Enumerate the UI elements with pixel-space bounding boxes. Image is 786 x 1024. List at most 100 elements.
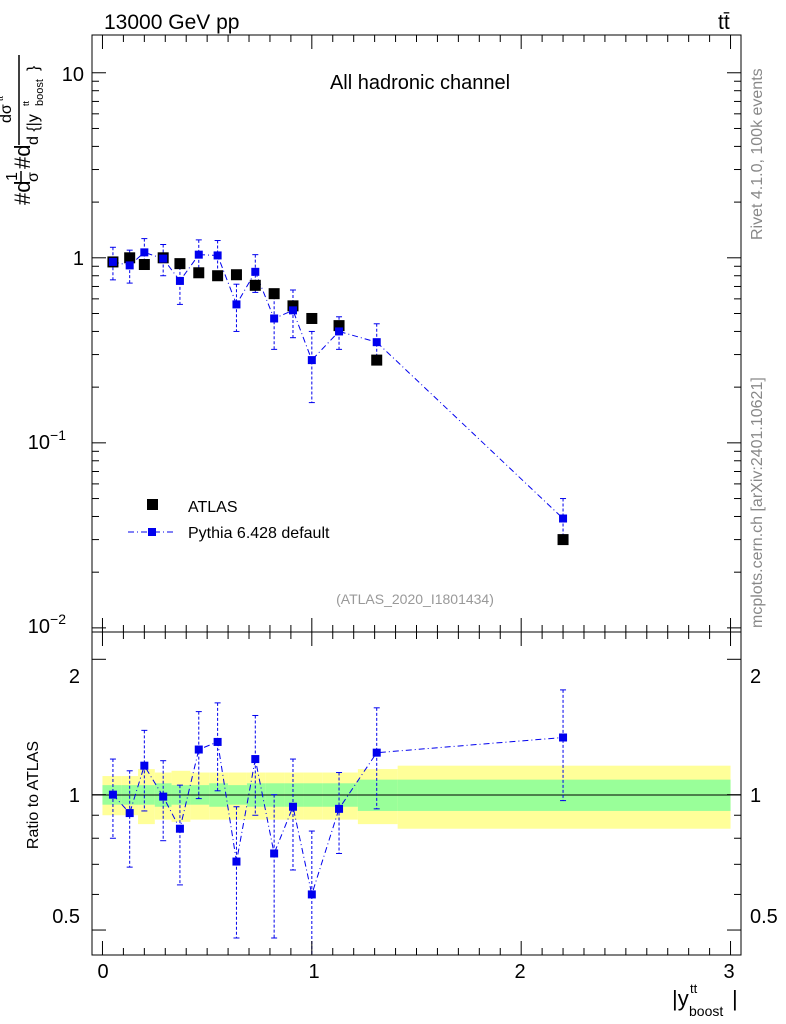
main-plot-area — [107, 238, 569, 546]
xlabel-main: |y — [672, 986, 689, 1011]
ratio-point — [372, 748, 381, 757]
ratio-ytick-label-1-right: 1 — [750, 785, 761, 807]
atlas-point — [138, 259, 150, 271]
ratio-point — [335, 804, 344, 813]
ratio-y-tick-labels: 2 1 0.5 2 1 0.5 — [52, 666, 778, 928]
ratio-point — [159, 792, 168, 801]
main-ylabel: #d 1 σ #d dσ tt d {|y tt boost } — [0, 55, 46, 205]
ratio-ytick-label-1-left: 1 — [69, 785, 80, 807]
ratio-point — [307, 890, 316, 899]
ylabel-sigma: σ — [25, 172, 42, 182]
ratio-panel: 2 1 0.5 2 1 0.5 0 1 2 3 Ratio to ATLAS |… — [25, 631, 778, 1019]
atlas-point — [371, 354, 383, 366]
xtick-label-0: 0 — [97, 961, 108, 983]
legend: ATLAS Pythia 6.428 default — [128, 499, 330, 542]
ratio-x-ticks — [101, 632, 732, 955]
pythia-point — [108, 257, 117, 266]
ratio-point — [559, 733, 568, 742]
mcplots-label: mcplots.cern.ch [arXiv:2401.10621] — [749, 377, 766, 628]
ratio-ytick-label-0p5-left: 0.5 — [52, 906, 80, 928]
atlas-point — [124, 252, 136, 264]
ytick-label-10: 10 — [62, 64, 84, 86]
ytick-label-0p1: 10−1 — [28, 427, 66, 454]
ytick-exp: −2 — [50, 611, 66, 627]
ytick-base: 10 — [28, 432, 50, 454]
ytick-base: 10 — [28, 616, 50, 638]
ratio-point — [140, 761, 149, 770]
ylabel-denominator: d {|y — [25, 114, 42, 145]
main-frame — [91, 34, 742, 633]
ratio-point — [125, 809, 134, 818]
atlas-point — [306, 312, 318, 324]
ratio-xlabel: |y tt boost | — [672, 981, 738, 1019]
atlas-point — [174, 258, 186, 270]
xlabel-close: | — [732, 986, 738, 1011]
ylabel-boost: boost — [34, 79, 46, 106]
xtick-label-1: 1 — [308, 961, 319, 983]
legend-atlas-label: ATLAS — [188, 499, 238, 516]
ratio-y-ticks — [92, 658, 741, 931]
ratio-ytick-label-0p5-right: 0.5 — [750, 906, 778, 928]
ylabel-dsigma: dσ — [0, 104, 15, 123]
ylabel-one: 1 — [4, 172, 21, 181]
ratio-point — [175, 824, 184, 833]
atlas-point — [230, 269, 242, 281]
ratio-ylabel: Ratio to ATLAS — [25, 741, 42, 849]
pythia-point — [307, 356, 316, 365]
pythia-point — [159, 254, 168, 263]
pythia-point — [194, 250, 203, 259]
pythia-point — [559, 514, 568, 523]
pythia-point — [213, 251, 222, 260]
process-label: tt̄ — [718, 11, 730, 34]
main-y-tick-labels: 10 1 10−1 10−2 — [28, 64, 84, 638]
atlas-point — [193, 267, 205, 279]
ytick-label-1: 1 — [73, 248, 84, 270]
ratio-ytick-label-2-left: 2 — [69, 666, 80, 688]
main-x-ticks — [101, 35, 732, 632]
pythia-point — [372, 338, 381, 347]
ylabel-denominator-sup: tt — [21, 100, 31, 106]
atlas-point — [333, 320, 345, 332]
ratio-point — [251, 755, 260, 764]
pythia-line — [112, 251, 564, 519]
ratio-bands — [102, 765, 731, 829]
xtick-label-3: 3 — [723, 961, 734, 983]
main-panel: 10 1 10−1 10−2 All hadronic channel (ATL… — [0, 34, 742, 638]
ratio-point — [232, 857, 241, 866]
ratio-point — [270, 849, 279, 858]
ylabel-hash-d-2: #d — [10, 145, 35, 169]
legend-atlas-marker — [147, 499, 158, 510]
pythia-point — [140, 248, 149, 257]
ratio-ytick-label-2-right: 2 — [750, 666, 761, 688]
atlas-point — [287, 300, 299, 312]
ratio-plot-area — [108, 689, 568, 955]
analysis-watermark: (ATLAS_2020_I1801434) — [336, 591, 494, 607]
legend-pythia-label: Pythia 6.428 default — [188, 525, 330, 542]
xtick-label-2: 2 — [514, 961, 525, 983]
energy-label: 13000 GeV pp — [104, 11, 239, 34]
ratio-point — [213, 737, 222, 746]
xlabel-sub: boost — [689, 1003, 723, 1019]
ylabel-close: } — [25, 65, 42, 71]
atlas-point — [268, 288, 280, 300]
atlas-point — [249, 279, 261, 291]
pythia-point — [335, 327, 344, 336]
atlas-point — [557, 534, 569, 546]
ytick-label-0p01: 10−2 — [28, 611, 66, 638]
ytick-exp: −1 — [50, 427, 66, 443]
ylabel-sup: tt — [0, 95, 5, 101]
pythia-point — [175, 276, 184, 285]
pythia-point — [288, 306, 297, 315]
ratio-point — [108, 790, 117, 799]
rivet-version-label: Rivet 4.1.0, 100k events — [749, 68, 766, 240]
legend-pythia-marker — [148, 528, 156, 536]
chart-title: All hadronic channel — [330, 72, 510, 94]
ratio-point — [288, 802, 297, 811]
pythia-point — [125, 261, 134, 270]
ylabel-hash-d: #d — [10, 181, 35, 205]
ratio-point — [194, 745, 203, 754]
atlas-point — [212, 270, 224, 282]
pythia-point — [232, 300, 241, 309]
pythia-point — [251, 267, 260, 276]
